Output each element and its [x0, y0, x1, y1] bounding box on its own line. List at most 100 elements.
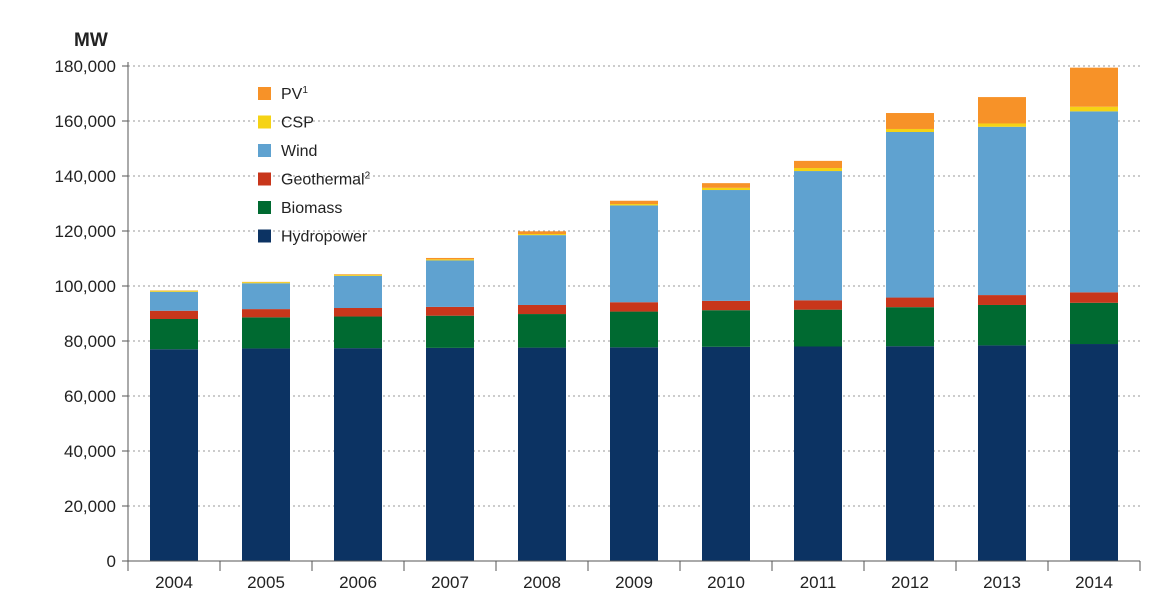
x-tick-label: 2012 [891, 573, 929, 592]
bar-segment-pv [426, 257, 474, 260]
x-tick-label: 2005 [247, 573, 285, 592]
bar-segment-geothermal [518, 304, 566, 315]
x-tick-label: 2008 [523, 573, 561, 592]
bar-segment-csp [610, 204, 658, 206]
legend-item-hydropower: Hydropower [258, 229, 368, 246]
bar-segment-wind [150, 291, 198, 311]
bar-segment-geothermal [1070, 292, 1118, 303]
legend-footnote-marker: 1 [302, 85, 308, 96]
bar-segment-biomass [978, 304, 1026, 346]
legend-label: PV1 [281, 85, 308, 103]
x-axis-ticks: 2004 2005 2006 2007 2008 2009 2010 2011 2012 2013… [127, 561, 1141, 592]
bar-segment-wind [978, 126, 1026, 296]
bar-segment-csp [702, 187, 750, 191]
bar-stack [794, 160, 842, 561]
bars [150, 67, 1118, 561]
legend-swatch [258, 115, 271, 129]
bar-segment-geothermal [426, 306, 474, 316]
bar-segment-pv [334, 274, 382, 275]
bar-segment-biomass [426, 315, 474, 348]
bar-segment-csp [518, 234, 566, 236]
bar-segment-wind [886, 132, 934, 298]
bar-stack [702, 183, 750, 561]
bar-segment-wind [334, 275, 382, 308]
bar-segment-csp [794, 168, 842, 172]
bar-segment-csp [978, 123, 1026, 127]
legend: PV1 CSP Wind Geothermal2 Biomass Hydropower [258, 85, 371, 246]
bar-stack [242, 281, 290, 561]
bar-segment-geothermal [794, 300, 842, 310]
legend-swatch [258, 87, 271, 100]
y-tick-label: 160,000 [55, 112, 116, 131]
y-axis-unit-label: MW [74, 30, 108, 51]
bar-segment-biomass [242, 317, 290, 349]
legend-swatch [258, 229, 271, 243]
legend-footnote-marker: 2 [365, 171, 371, 182]
legend-label: CSP [281, 115, 314, 132]
bar-segment-pv [610, 200, 658, 205]
bar-segment-wind [610, 205, 658, 303]
bar-segment-hydropower [886, 346, 934, 561]
x-tick-label: 2013 [983, 573, 1021, 592]
bar-segment-pv [794, 160, 842, 169]
bar-segment-biomass [518, 314, 566, 348]
legend-item-pv: PV1 [258, 85, 308, 103]
bar-segment-hydropower [978, 345, 1026, 561]
x-tick-label: 2014 [1075, 573, 1113, 592]
bar-segment-csp [150, 290, 198, 292]
bar-segment-csp [334, 274, 382, 276]
bar-segment-wind [702, 190, 750, 301]
bar-segment-hydropower [426, 347, 474, 561]
bar-segment-pv [702, 183, 750, 188]
bar-segment-geothermal [334, 308, 382, 317]
bar-segment-hydropower [610, 347, 658, 561]
bar-segment-hydropower [1070, 344, 1118, 561]
bar-stack [518, 231, 566, 561]
bar-segment-wind [1070, 111, 1118, 293]
legend-item-geothermal: Geothermal2 [258, 171, 371, 189]
x-tick-label: 2011 [800, 573, 837, 592]
y-tick-label: 100,000 [55, 277, 116, 296]
bar-segment-pv [978, 97, 1026, 124]
bar-segment-hydropower [150, 349, 198, 561]
bar-segment-biomass [610, 311, 658, 348]
legend-label: Hydropower [281, 229, 368, 246]
bar-segment-csp [242, 282, 290, 284]
legend-label: Wind [281, 143, 317, 160]
x-tick-label: 2007 [431, 573, 469, 592]
bar-segment-pv [886, 113, 934, 129]
bar-stack [426, 257, 474, 561]
bar-segment-csp [886, 128, 934, 132]
legend-item-csp: CSP [258, 115, 314, 132]
bar-segment-biomass [150, 319, 198, 350]
legend-label: Geothermal2 [281, 171, 371, 189]
bar-segment-biomass [886, 307, 934, 347]
bar-stack [334, 274, 382, 561]
bar-segment-wind [242, 283, 290, 310]
bar-stack [610, 200, 658, 561]
bar-segment-biomass [1070, 302, 1118, 345]
y-tick-label: 60,000 [64, 387, 116, 406]
bar-segment-wind [426, 260, 474, 307]
bar-segment-hydropower [702, 346, 750, 561]
y-tick-label: 20,000 [64, 497, 116, 516]
bar-segment-hydropower [794, 346, 842, 561]
bar-segment-geothermal [886, 297, 934, 308]
bar-segment-hydropower [334, 348, 382, 561]
y-tick-label: 120,000 [55, 222, 116, 241]
y-tick-label: 80,000 [64, 332, 116, 351]
y-tick-label: 0 [107, 552, 116, 571]
bar-stack [150, 290, 198, 561]
bar-stack [886, 113, 934, 561]
bar-segment-pv [1070, 67, 1118, 107]
legend-swatch [258, 144, 271, 157]
bar-stack [1070, 67, 1118, 561]
bar-segment-geothermal [610, 302, 658, 312]
bar-segment-wind [518, 235, 566, 305]
x-tick-label: 2009 [615, 573, 653, 592]
legend-label: Biomass [281, 200, 342, 217]
bar-segment-hydropower [242, 348, 290, 561]
x-tick-label: 2004 [155, 573, 193, 592]
legend-item-wind: Wind [258, 143, 317, 160]
